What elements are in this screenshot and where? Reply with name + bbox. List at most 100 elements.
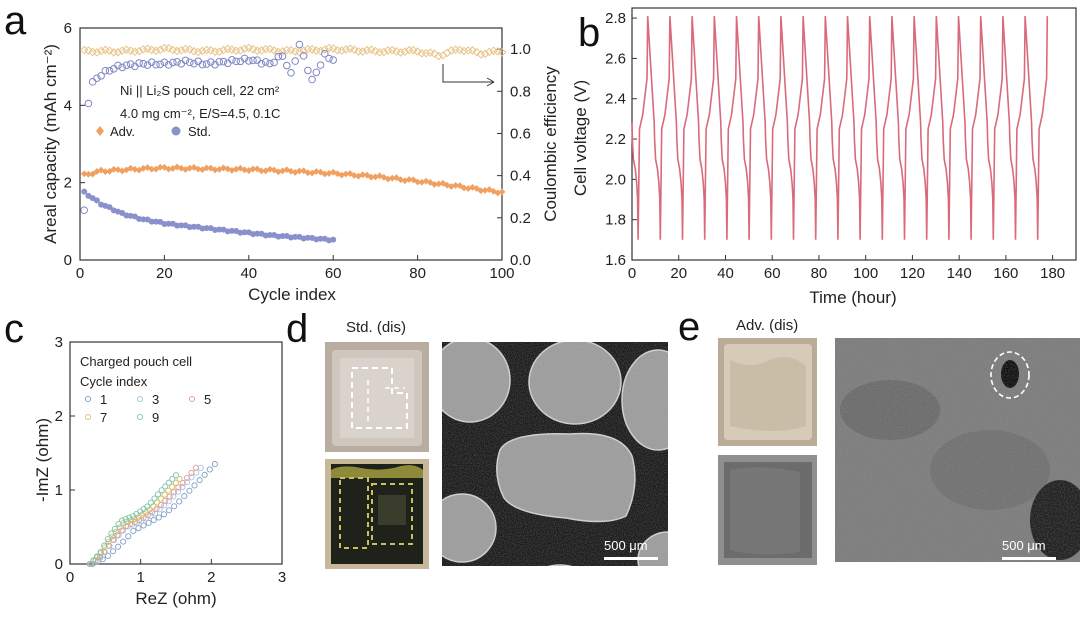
- point-eis: [181, 493, 188, 500]
- point-std: [216, 226, 223, 233]
- point-ce-std: [304, 66, 312, 75]
- point-ce-adv: [396, 48, 406, 57]
- point-ce-std: [198, 60, 207, 69]
- x-tick-label-b: 120: [900, 265, 925, 282]
- y2-tick-label-a: 0.4: [510, 168, 531, 185]
- point-ce-adv: [214, 47, 224, 56]
- point-ce-std: [261, 58, 270, 66]
- point-adv: [169, 165, 177, 172]
- point-adv: [165, 165, 173, 173]
- panel-letter-d: d: [286, 307, 308, 351]
- point-eis: [179, 483, 186, 490]
- point-eis: [101, 548, 108, 555]
- point-adv: [304, 169, 312, 177]
- point-ce-adv: [362, 45, 372, 55]
- point-ce-std: [177, 60, 186, 68]
- point-ce-std: [257, 60, 266, 68]
- point-std: [241, 229, 248, 236]
- point-adv: [481, 186, 489, 194]
- point-ce-std: [139, 59, 148, 68]
- point-ce-std: [114, 61, 122, 70]
- scalebar-std: [604, 557, 658, 560]
- point-ce-std: [329, 56, 338, 64]
- sem-image-std: [442, 342, 668, 566]
- point-adv: [270, 166, 278, 174]
- x-tick-label-b: 80: [811, 265, 828, 282]
- point-ce-adv: [274, 47, 283, 57]
- point-ce-std: [270, 58, 278, 67]
- point-ce-adv: [261, 44, 270, 54]
- point-eis: [157, 495, 164, 502]
- y-tick-label-a: 6: [64, 20, 72, 37]
- point-adv: [173, 163, 181, 171]
- point-adv: [414, 178, 421, 186]
- point-eis: [158, 487, 165, 494]
- point-ce-std: [232, 57, 240, 66]
- point-eis: [92, 557, 99, 564]
- point-adv: [245, 167, 253, 174]
- point-ce-adv: [219, 45, 228, 55]
- point-ce-adv: [480, 49, 490, 59]
- point-adv: [118, 167, 126, 175]
- point-eis: [130, 527, 137, 534]
- point-eis: [176, 498, 183, 505]
- point-adv: [215, 166, 223, 173]
- point-adv: [228, 166, 236, 174]
- legend-title-1: Charged pouch cell: [80, 354, 192, 369]
- point-std: [304, 234, 311, 241]
- point-eis: [155, 514, 162, 521]
- point-adv: [93, 168, 101, 175]
- x-tick-label-c: 0: [66, 569, 74, 586]
- point-adv: [418, 178, 426, 186]
- point-std: [93, 197, 100, 204]
- point-ce-adv: [371, 46, 380, 56]
- point-eis: [184, 474, 191, 481]
- point-ce-adv: [278, 47, 287, 56]
- point-ce-adv: [151, 46, 161, 56]
- point-ce-adv: [198, 46, 207, 56]
- point-eis: [201, 471, 208, 478]
- point-std: [317, 235, 324, 242]
- point-ce-std: [316, 61, 325, 69]
- point-std: [279, 232, 286, 239]
- point-ce-std: [84, 99, 93, 108]
- legend-label-c: 9: [152, 410, 159, 425]
- point-eis: [86, 560, 93, 568]
- y-tick-label-b: 2.6: [605, 50, 626, 67]
- point-ce-adv: [176, 45, 186, 55]
- point-adv: [139, 164, 147, 172]
- point-eis: [174, 488, 181, 495]
- axis-arrow-line: [442, 64, 494, 83]
- y-tick-label-c: 1: [55, 482, 63, 499]
- point-eis: [154, 491, 162, 498]
- point-eis: [108, 530, 115, 537]
- point-adv: [97, 166, 105, 174]
- point-adv: [80, 170, 88, 178]
- point-eis: [126, 514, 133, 521]
- point-adv: [110, 165, 118, 173]
- point-ce-adv: [240, 44, 249, 54]
- legend-marker-c: [136, 413, 144, 421]
- point-eis: [166, 493, 173, 500]
- point-ce-adv: [366, 45, 376, 55]
- point-ce-adv: [476, 50, 486, 59]
- point-ce-adv: [92, 48, 102, 57]
- x-axis-title-c: ReZ (ohm): [135, 589, 216, 608]
- point-eis: [170, 489, 178, 496]
- point-std: [165, 220, 172, 227]
- x-tick-label-b: 100: [853, 265, 878, 282]
- point-ce-adv: [463, 46, 473, 55]
- point-ce-adv: [84, 46, 93, 55]
- point-eis: [211, 461, 218, 468]
- panel-b: b 0 20 40 60 80 100 120 140 160 180 1.6 1.8 2.0 2.2 2.…: [571, 7, 1077, 307]
- point-adv: [190, 164, 198, 171]
- point-adv: [431, 181, 438, 188]
- point-adv: [376, 172, 384, 180]
- x-tick-label-b: 20: [670, 265, 687, 282]
- point-std: [190, 223, 197, 230]
- point-eis: [161, 491, 168, 498]
- point-ce-std: [126, 60, 135, 68]
- y2-axis-title-a: Coulombic efficiency: [541, 66, 560, 222]
- point-eis: [90, 557, 97, 564]
- point-std: [254, 230, 261, 237]
